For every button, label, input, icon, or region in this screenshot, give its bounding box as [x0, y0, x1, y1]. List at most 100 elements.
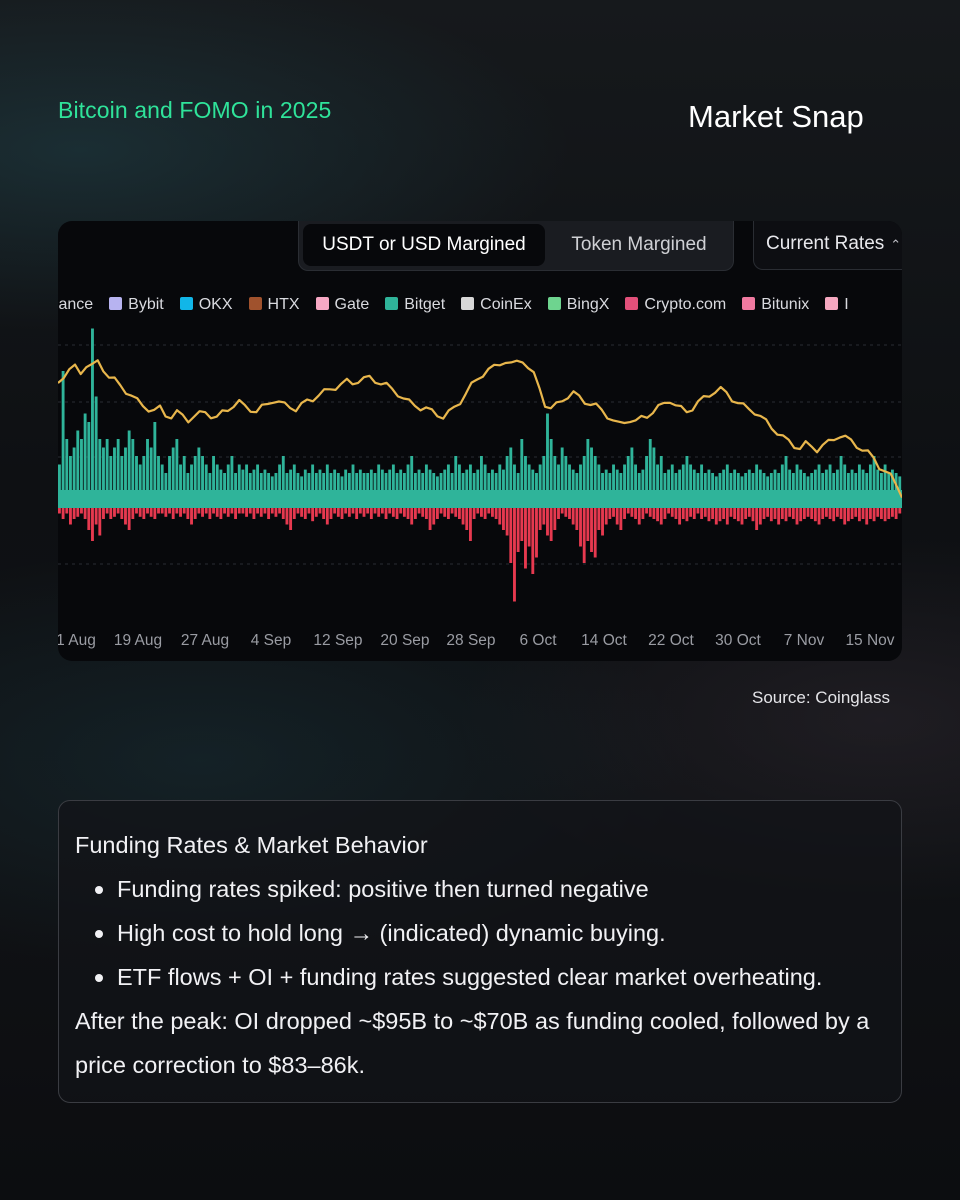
legend-item[interactable]: Gate: [315, 296, 369, 314]
positive-funding-bar: [69, 456, 72, 500]
negative-funding-bar: [311, 508, 315, 522]
negative-funding-bar: [799, 508, 803, 522]
negative-funding-bar: [124, 508, 127, 525]
negative-funding-bar: [615, 508, 619, 525]
token-margined-toggle[interactable]: Token Margined: [571, 234, 707, 255]
positive-funding-bar: [83, 413, 87, 500]
negative-funding-bar: [384, 508, 388, 519]
source-note: Source: Coinglass: [752, 688, 890, 707]
negative-funding-bar: [428, 508, 432, 530]
positive-funding-bar: [725, 464, 729, 500]
x-tick-label: 22 Oct: [648, 632, 694, 649]
positive-funding-bar: [175, 439, 179, 500]
positive-funding-bar: [817, 464, 821, 500]
page-title: Market Snap: [688, 99, 864, 134]
legend-item[interactable]: CoinEx: [461, 296, 532, 314]
negative-funding-bar: [755, 508, 759, 530]
positive-funding-bar: [890, 469, 894, 500]
legend-item[interactable]: inance: [58, 296, 93, 314]
positive-funding-bar: [435, 476, 439, 500]
legend-item[interactable]: OKX: [179, 296, 233, 314]
negative-funding-bar: [417, 508, 421, 514]
negative-funding-bar: [146, 508, 149, 514]
negative-funding-bar: [454, 508, 458, 517]
usdt-margined-toggle[interactable]: USDT or USD Margined: [303, 224, 545, 266]
negative-funding-bar: [498, 508, 502, 525]
legend-item[interactable]: Bybit: [109, 296, 164, 314]
negative-funding-bar: [890, 508, 894, 517]
negative-funding-bar: [535, 508, 538, 558]
negative-funding-bar: [487, 508, 491, 514]
positive-funding-bar: [564, 456, 568, 500]
negative-funding-bar: [160, 508, 164, 514]
positive-funding-bar: [722, 469, 726, 500]
positive-funding-bar: [91, 328, 94, 500]
positive-funding-bar: [336, 473, 340, 500]
negative-funding-bar: [553, 508, 557, 530]
negative-funding-bar: [883, 508, 887, 522]
negative-funding-bar: [758, 508, 762, 525]
positive-funding-bar: [700, 464, 704, 500]
negative-funding-bar: [645, 508, 648, 514]
legend-item[interactable]: BingX: [547, 296, 609, 314]
positive-funding-bar: [788, 469, 792, 500]
funding-rate-plot: 1 Aug 19 Aug 27 Aug 4 Sep 12 Sep 20 Sep 28 Sep…: [58, 328, 902, 649]
negative-funding-bar: [241, 508, 245, 514]
positive-funding-bar: [468, 464, 472, 500]
negative-funding-bar: [670, 508, 674, 517]
negative-funding-bar: [289, 508, 293, 530]
negative-funding-bar: [641, 508, 645, 519]
negative-funding-bar: [281, 508, 285, 519]
positive-funding-bar: [193, 456, 197, 500]
positive-funding-bar: [531, 469, 535, 500]
x-tick-label: 30 Oct: [715, 632, 761, 649]
positive-funding-bar: [766, 476, 770, 500]
positive-funding-bar: [278, 464, 282, 500]
positive-funding-bar: [513, 464, 516, 500]
positive-funding-bar: [61, 371, 65, 500]
positive-funding-bar: [391, 464, 395, 500]
legend-item[interactable]: Bitunix: [742, 296, 809, 314]
negative-funding-bar: [780, 508, 784, 519]
legend-label: Bitget: [404, 296, 446, 313]
positive-funding-bar: [879, 473, 883, 500]
negative-funding-bar: [391, 508, 395, 517]
negative-funding-bar: [135, 508, 138, 514]
rates-select[interactable]: Current Rates ⌃⌄: [753, 221, 902, 270]
legend-item[interactable]: Crypto.com: [625, 296, 726, 314]
negative-funding-bar: [226, 508, 230, 517]
negative-funding-bar: [476, 508, 480, 514]
positive-funding-bar: [410, 456, 414, 500]
positive-funding-bar: [527, 464, 531, 500]
negative-funding-bar: [696, 508, 700, 514]
negative-funding-bar: [424, 508, 428, 519]
positive-funding-bar: [234, 473, 238, 500]
positive-funding-bar: [263, 469, 267, 500]
positive-funding-bar: [285, 473, 289, 500]
positive-funding-bar: [883, 464, 887, 500]
positive-funding-bar: [399, 469, 403, 500]
x-tick-label: 6 Oct: [519, 632, 557, 649]
positive-funding-bar: [601, 473, 604, 500]
positive-funding-bar: [491, 469, 494, 500]
positive-funding-bar: [887, 473, 891, 500]
positive-funding-bar: [604, 469, 608, 500]
negative-funding-bar: [113, 508, 116, 517]
legend-item[interactable]: I: [825, 296, 849, 314]
negative-funding-bar: [201, 508, 204, 517]
negative-funding-bar: [58, 508, 61, 514]
negative-funding-bar: [685, 508, 689, 522]
negative-funding-bar: [813, 508, 817, 522]
positive-funding-bar: [259, 473, 263, 500]
positive-funding-bar: [212, 456, 215, 500]
negative-funding-bar: [190, 508, 193, 525]
positive-funding-bar: [406, 464, 410, 500]
legend-item[interactable]: Bitget: [385, 296, 445, 314]
positive-funding-bar: [219, 469, 223, 500]
positive-funding-bar: [318, 469, 322, 500]
info-bullets: Funding rates spiked: positive then turn…: [75, 873, 885, 993]
negative-funding-bar: [87, 508, 91, 530]
legend-item[interactable]: HTX: [248, 296, 300, 314]
positive-funding-bar: [615, 469, 619, 500]
negative-funding-bar: [659, 508, 663, 525]
